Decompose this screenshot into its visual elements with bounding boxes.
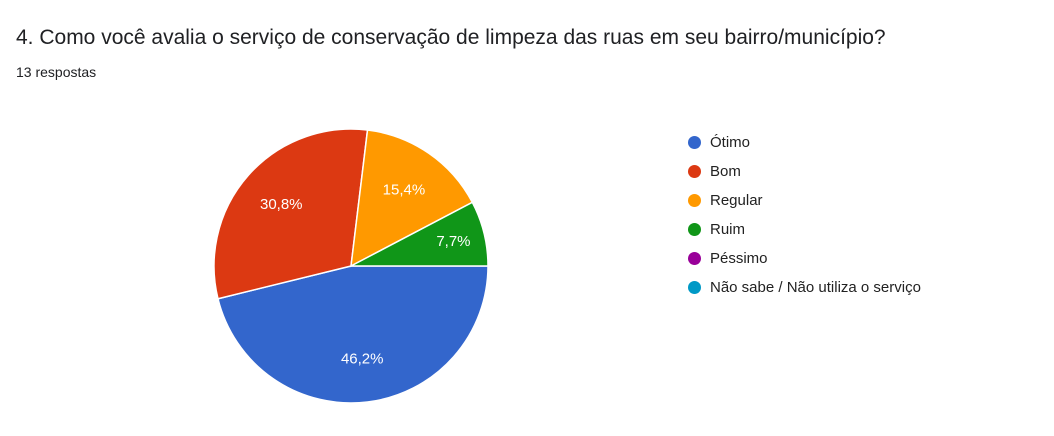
pie-slice-3 [350, 201, 489, 267]
slice-label: 46,2% [341, 350, 384, 367]
legend-item: Não sabe / Não utiliza o serviço [688, 273, 921, 302]
legend-item: Bom [688, 157, 921, 186]
legend-marker-icon [688, 136, 701, 149]
pie-slice-0 [217, 265, 489, 404]
legend-item: Regular [688, 186, 921, 215]
legend-label: Péssimo [710, 250, 768, 267]
legend-item: Ótimo [688, 128, 921, 157]
question-title: 4. Como você avalia o serviço de conserv… [16, 26, 886, 49]
slice-label: 30,8% [260, 196, 303, 213]
legend-marker-icon [688, 165, 701, 178]
legend-marker-icon [688, 223, 701, 236]
legend-marker-icon [688, 194, 701, 207]
slice-label: 7,7% [436, 233, 470, 250]
pie-slice-1 [213, 128, 369, 300]
legend-label: Regular [710, 192, 763, 209]
legend-marker-icon [688, 281, 701, 294]
legend-label: Bom [710, 163, 741, 180]
legend-item: Péssimo [688, 244, 921, 273]
legend-item: Ruim [688, 215, 921, 244]
legend-label: Ruim [710, 221, 746, 238]
legend: Ótimo Bom Regular Ruim Péssimo Não sabe / Não… [688, 128, 921, 302]
response-count: 13 respostas [16, 64, 97, 80]
legend-marker-icon [688, 252, 701, 265]
slice-label: 15,4% [383, 181, 426, 198]
pie-slice-2 [350, 129, 474, 268]
legend-label: Ótimo [710, 134, 751, 151]
legend-label: Não sabe / Não utiliza o serviço [710, 279, 921, 296]
